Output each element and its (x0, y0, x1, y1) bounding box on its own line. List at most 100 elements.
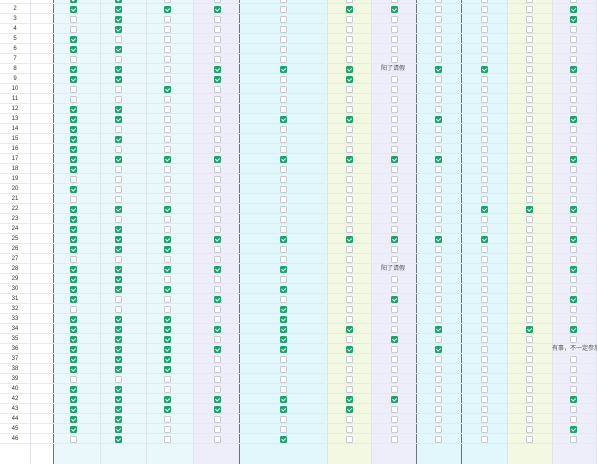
unchecked-checkbox[interactable] (213, 145, 221, 153)
checked-checkbox[interactable] (114, 75, 122, 83)
unchecked-checkbox[interactable] (390, 195, 398, 203)
unchecked-checkbox[interactable] (569, 25, 577, 33)
unchecked-checkbox[interactable] (163, 255, 171, 263)
checked-checkbox[interactable] (163, 335, 171, 343)
unchecked-checkbox[interactable] (390, 345, 398, 353)
unchecked-checkbox[interactable] (213, 315, 221, 323)
checked-checkbox[interactable] (69, 425, 77, 433)
unchecked-checkbox[interactable] (480, 35, 488, 43)
unchecked-checkbox[interactable] (390, 385, 398, 393)
checked-checkbox[interactable] (163, 395, 171, 403)
unchecked-checkbox[interactable] (213, 195, 221, 203)
checked-checkbox[interactable] (213, 5, 221, 13)
checked-checkbox[interactable] (69, 5, 77, 13)
checked-checkbox[interactable] (390, 235, 398, 243)
unchecked-checkbox[interactable] (569, 335, 577, 343)
unchecked-checkbox[interactable] (279, 185, 287, 193)
unchecked-checkbox[interactable] (345, 225, 353, 233)
unchecked-checkbox[interactable] (525, 155, 533, 163)
unchecked-checkbox[interactable] (480, 215, 488, 223)
checked-checkbox[interactable] (213, 265, 221, 273)
unchecked-checkbox[interactable] (345, 0, 353, 3)
checked-checkbox[interactable] (279, 395, 287, 403)
unchecked-checkbox[interactable] (434, 245, 442, 253)
unchecked-checkbox[interactable] (525, 315, 533, 323)
unchecked-checkbox[interactable] (345, 365, 353, 373)
unchecked-checkbox[interactable] (480, 115, 488, 123)
checked-checkbox[interactable] (345, 325, 353, 333)
unchecked-checkbox[interactable] (279, 165, 287, 173)
checked-checkbox[interactable] (213, 155, 221, 163)
unchecked-checkbox[interactable] (525, 65, 533, 73)
unchecked-checkbox[interactable] (569, 165, 577, 173)
unchecked-checkbox[interactable] (525, 45, 533, 53)
unchecked-checkbox[interactable] (114, 85, 122, 93)
unchecked-checkbox[interactable] (434, 215, 442, 223)
unchecked-checkbox[interactable] (569, 175, 577, 183)
unchecked-checkbox[interactable] (525, 145, 533, 153)
unchecked-checkbox[interactable] (213, 125, 221, 133)
checked-checkbox[interactable] (163, 245, 171, 253)
unchecked-checkbox[interactable] (569, 55, 577, 63)
unchecked-checkbox[interactable] (390, 245, 398, 253)
unchecked-checkbox[interactable] (213, 115, 221, 123)
unchecked-checkbox[interactable] (434, 5, 442, 13)
checked-checkbox[interactable] (69, 135, 77, 143)
unchecked-checkbox[interactable] (434, 45, 442, 53)
unchecked-checkbox[interactable] (525, 135, 533, 143)
checked-checkbox[interactable] (213, 405, 221, 413)
checked-checkbox[interactable] (345, 5, 353, 13)
unchecked-checkbox[interactable] (114, 145, 122, 153)
checked-checkbox[interactable] (279, 65, 287, 73)
unchecked-checkbox[interactable] (569, 0, 577, 3)
unchecked-checkbox[interactable] (279, 255, 287, 263)
unchecked-checkbox[interactable] (434, 165, 442, 173)
cell-note[interactable]: 阳了请假 (381, 266, 406, 272)
unchecked-checkbox[interactable] (390, 165, 398, 173)
unchecked-checkbox[interactable] (569, 225, 577, 233)
checked-checkbox[interactable] (345, 235, 353, 243)
checked-checkbox[interactable] (390, 335, 398, 343)
unchecked-checkbox[interactable] (390, 95, 398, 103)
unchecked-checkbox[interactable] (480, 355, 488, 363)
checked-checkbox[interactable] (114, 425, 122, 433)
unchecked-checkbox[interactable] (434, 125, 442, 133)
unchecked-checkbox[interactable] (434, 295, 442, 303)
checked-checkbox[interactable] (69, 225, 77, 233)
unchecked-checkbox[interactable] (434, 145, 442, 153)
unchecked-checkbox[interactable] (434, 15, 442, 23)
checked-checkbox[interactable] (345, 345, 353, 353)
checked-checkbox[interactable] (114, 105, 122, 113)
checked-checkbox[interactable] (163, 235, 171, 243)
checked-checkbox[interactable] (114, 385, 122, 393)
unchecked-checkbox[interactable] (525, 105, 533, 113)
unchecked-checkbox[interactable] (390, 105, 398, 113)
checked-checkbox[interactable] (69, 355, 77, 363)
checked-checkbox[interactable] (213, 395, 221, 403)
unchecked-checkbox[interactable] (480, 405, 488, 413)
checked-checkbox[interactable] (114, 135, 122, 143)
unchecked-checkbox[interactable] (345, 205, 353, 213)
unchecked-checkbox[interactable] (213, 105, 221, 113)
unchecked-checkbox[interactable] (345, 15, 353, 23)
unchecked-checkbox[interactable] (525, 295, 533, 303)
checked-checkbox[interactable] (114, 155, 122, 163)
unchecked-checkbox[interactable] (434, 105, 442, 113)
unchecked-checkbox[interactable] (163, 55, 171, 63)
unchecked-checkbox[interactable] (480, 425, 488, 433)
unchecked-checkbox[interactable] (163, 125, 171, 133)
checked-checkbox[interactable] (345, 65, 353, 73)
checked-checkbox[interactable] (569, 205, 577, 213)
checked-checkbox[interactable] (480, 65, 488, 73)
unchecked-checkbox[interactable] (390, 75, 398, 83)
checked-checkbox[interactable] (279, 325, 287, 333)
checked-checkbox[interactable] (114, 435, 122, 443)
unchecked-checkbox[interactable] (69, 195, 77, 203)
unchecked-checkbox[interactable] (213, 425, 221, 433)
unchecked-checkbox[interactable] (163, 275, 171, 283)
unchecked-checkbox[interactable] (569, 95, 577, 103)
unchecked-checkbox[interactable] (480, 75, 488, 83)
unchecked-checkbox[interactable] (213, 85, 221, 93)
unchecked-checkbox[interactable] (279, 85, 287, 93)
unchecked-checkbox[interactable] (279, 215, 287, 223)
